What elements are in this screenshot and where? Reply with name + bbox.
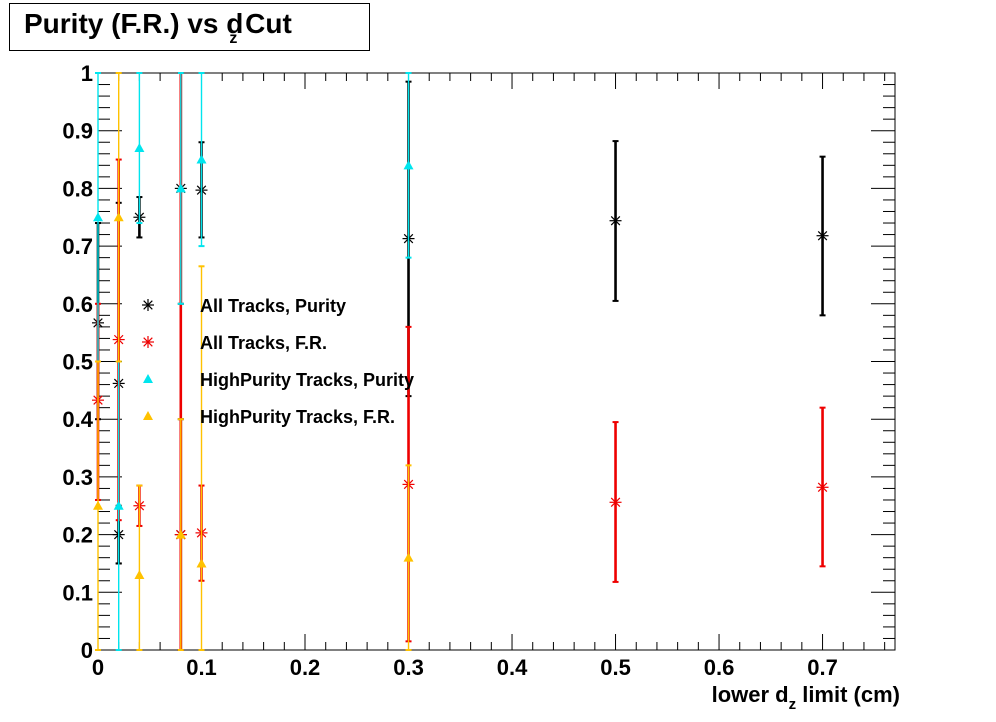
y-tick-label: 1 [81, 61, 93, 86]
data-point [816, 229, 829, 242]
y-tick-label: 0.2 [62, 523, 93, 548]
data-point [403, 552, 414, 562]
data-point [93, 500, 103, 510]
data-point [93, 212, 103, 222]
star-stroke [610, 497, 621, 508]
star-stroke [610, 215, 621, 226]
data-point [175, 183, 186, 193]
x-axis-label-main: lower d [712, 682, 789, 707]
data-point [609, 496, 622, 509]
axis-tick-labels: 0 0.1 0.2 0.3 0.4 0.5 0.6 0.7 0 0.1 0.2 0.3 0.4 0.5 0.… [62, 61, 837, 680]
y-tick-label: 0.9 [62, 119, 93, 144]
x-tick-label: 0.3 [393, 655, 424, 680]
data-point [134, 143, 145, 153]
x-tick-label: 0 [92, 655, 104, 680]
data-point [175, 529, 186, 539]
y-tick-label: 0.4 [62, 407, 93, 432]
data-point [816, 481, 829, 494]
axis-ticks [97, 72, 895, 651]
legend-marker [143, 374, 153, 383]
star-stroke [143, 337, 153, 347]
x-tick-label: 0.2 [290, 655, 321, 680]
data-point [403, 160, 414, 170]
x-tick-label: 0.7 [807, 655, 838, 680]
legend-marker [143, 411, 153, 420]
x-axis-label-suffix: limit (cm) [796, 682, 900, 707]
star-stroke [817, 482, 828, 493]
legend-marker [142, 336, 154, 348]
data-point [609, 214, 622, 227]
data-point [113, 500, 124, 510]
x-tick-label: 0.4 [497, 655, 528, 680]
y-tick-label: 0.5 [62, 350, 93, 375]
chart-title: Purity (F.R.) vs dz Cut [24, 8, 292, 47]
chart-title-box: Purity (F.R.) vs dz Cut [9, 3, 370, 51]
plot-frame [97, 72, 896, 651]
data-point [196, 558, 207, 568]
star-stroke [817, 230, 828, 241]
y-tick-label: 0.3 [62, 465, 93, 490]
x-tick-label: 0.1 [186, 655, 217, 680]
data-point [134, 569, 145, 579]
data-series [92, 72, 829, 651]
legend-label: All Tracks, F.R. [200, 333, 327, 353]
y-tick-label: 0 [81, 638, 93, 663]
legend-label: HighPurity Tracks, Purity [200, 370, 414, 390]
legend-label: All Tracks, Purity [200, 296, 346, 316]
chart-title-suffix: Cut [237, 8, 292, 39]
x-axis-label: lower dz limit (cm) [712, 682, 900, 713]
series-2 [93, 72, 414, 651]
x-axis-label-subscript: z [789, 696, 797, 713]
chart-title-subscript: z [229, 30, 238, 47]
data-point [113, 212, 124, 222]
x-tick-label: 0.6 [704, 655, 735, 680]
x-tick-label: 0.5 [600, 655, 631, 680]
legend-marker [142, 299, 154, 311]
series-3 [93, 72, 414, 651]
y-tick-label: 0.7 [62, 234, 93, 259]
y-tick-label: 0.8 [62, 176, 93, 201]
star-stroke [143, 300, 153, 310]
y-tick-label: 0.6 [62, 292, 93, 317]
y-tick-label: 0.1 [62, 580, 93, 605]
data-point [196, 154, 207, 164]
legend: All Tracks, Purity All Tracks, F.R. HighPu… [142, 296, 414, 427]
legend-label: HighPurity Tracks, F.R. [200, 407, 395, 427]
